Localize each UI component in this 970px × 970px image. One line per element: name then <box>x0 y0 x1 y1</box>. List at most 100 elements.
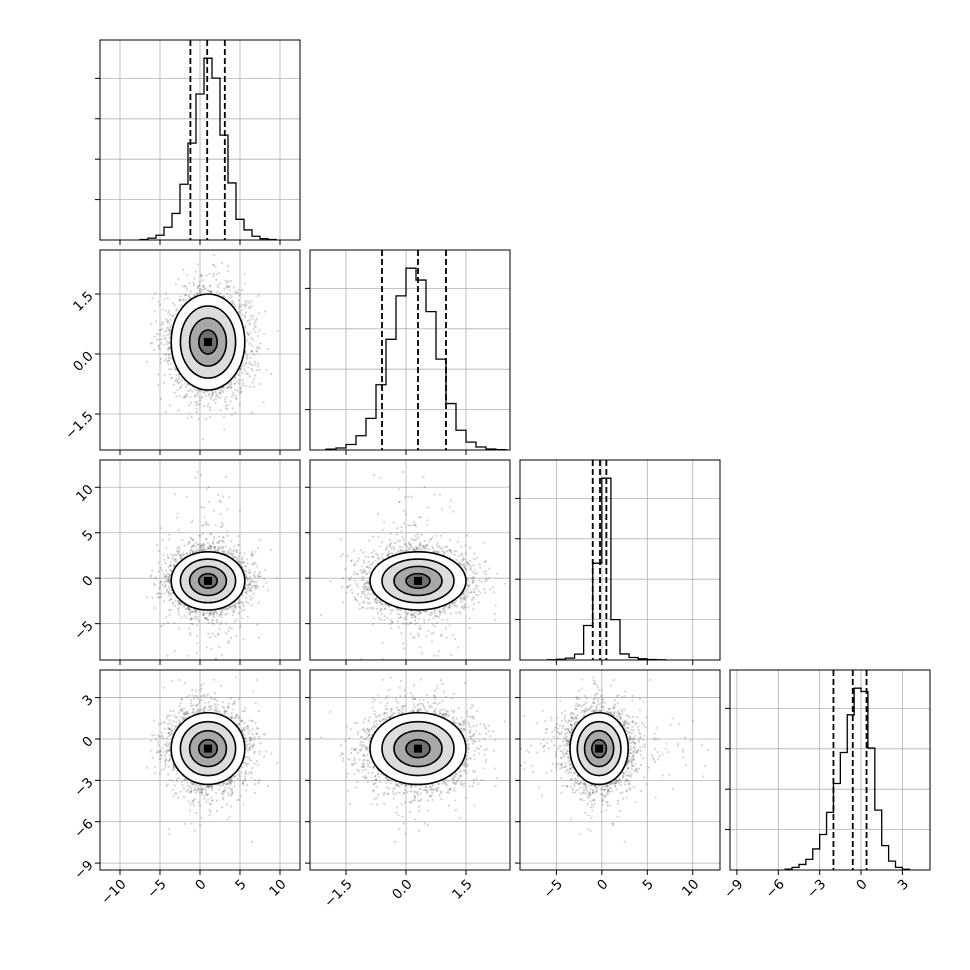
sample-point <box>255 346 258 349</box>
sample-point <box>237 310 241 313</box>
sample-point <box>229 294 232 297</box>
sample-point <box>215 394 218 397</box>
sample-point <box>244 300 247 303</box>
sample-point <box>232 302 236 306</box>
sample-point <box>156 332 159 336</box>
sample-point <box>250 586 253 589</box>
sample-point <box>178 381 181 384</box>
sample-point <box>168 353 171 356</box>
sample-point <box>196 285 200 288</box>
sample-point <box>172 314 175 318</box>
sample-point <box>170 376 173 379</box>
sample-point <box>208 272 211 276</box>
sample-point <box>211 621 214 624</box>
sample-point <box>158 333 161 336</box>
sample-point <box>252 328 255 331</box>
sample-point <box>184 285 187 288</box>
sample-point <box>246 372 250 375</box>
sample-point <box>191 611 194 614</box>
sample-point <box>209 415 212 419</box>
panel-1-1 <box>305 249 511 455</box>
sample-point <box>215 291 218 294</box>
sample-point <box>149 342 152 345</box>
sample-point <box>197 285 200 288</box>
sample-point <box>193 394 197 397</box>
sample-point <box>212 272 216 276</box>
sample-point <box>202 390 205 394</box>
sample-point <box>244 325 247 328</box>
sample-point <box>229 386 232 390</box>
sample-point <box>266 347 269 350</box>
sample-point <box>217 395 220 398</box>
sample-point <box>205 274 208 277</box>
sample-point <box>198 399 202 402</box>
sample-point <box>204 287 207 290</box>
sample-point <box>244 574 248 577</box>
sample-point <box>249 331 252 334</box>
sample-point <box>201 274 204 277</box>
sample-point <box>187 294 190 297</box>
sample-point <box>246 601 250 605</box>
sample-point <box>249 350 253 353</box>
sample-point <box>157 345 160 348</box>
sample-point <box>159 580 162 584</box>
sample-point <box>248 575 251 579</box>
sample-point <box>186 416 189 420</box>
sample-point <box>219 388 223 391</box>
sample-point <box>212 538 215 541</box>
sample-point <box>236 389 239 392</box>
sample-point <box>244 587 247 591</box>
sample-point <box>237 288 240 291</box>
sample-point <box>199 545 202 548</box>
sample-point <box>229 400 232 403</box>
sample-point <box>248 322 251 325</box>
sample-point <box>205 646 209 649</box>
sample-point <box>227 285 230 288</box>
sample-point <box>226 386 229 389</box>
sample-point <box>238 311 242 314</box>
sample-point <box>219 396 222 399</box>
sample-point <box>145 361 149 364</box>
sample-point <box>178 298 181 301</box>
sample-point <box>221 389 224 392</box>
sample-point <box>239 390 242 393</box>
sample-point <box>246 339 249 342</box>
sample-point <box>229 605 232 608</box>
sample-point <box>258 347 261 350</box>
sample-point <box>198 288 201 291</box>
sample-point <box>258 368 261 372</box>
sample-point <box>210 290 213 293</box>
sample-point <box>203 616 206 620</box>
sample-point <box>241 378 244 381</box>
sample-point <box>192 284 195 287</box>
sample-point <box>209 408 212 412</box>
sample-point <box>195 292 199 295</box>
sample-point <box>199 288 202 291</box>
sample-point <box>228 289 231 292</box>
sample-point <box>240 365 243 368</box>
sample-point <box>160 324 163 327</box>
sample-point <box>205 538 208 541</box>
sample-point <box>160 397 163 400</box>
tick-label-y-1: 0.0 <box>70 348 97 375</box>
sample-point <box>188 296 191 299</box>
sample-point <box>167 309 171 313</box>
sample-point <box>244 370 247 373</box>
sample-point <box>214 401 217 404</box>
sample-point <box>248 375 251 378</box>
sample-point <box>276 329 279 333</box>
sample-point <box>182 396 186 399</box>
sample-point <box>194 270 197 273</box>
sample-point <box>173 391 176 394</box>
sample-point <box>197 395 200 399</box>
sample-point <box>173 304 176 307</box>
sample-point <box>194 400 197 404</box>
sample-point <box>177 278 180 281</box>
sample-point <box>248 342 251 346</box>
sample-point <box>163 337 166 340</box>
sample-point <box>193 277 196 280</box>
sample-point <box>224 400 227 404</box>
sample-point <box>248 318 251 322</box>
sample-point <box>197 543 201 546</box>
